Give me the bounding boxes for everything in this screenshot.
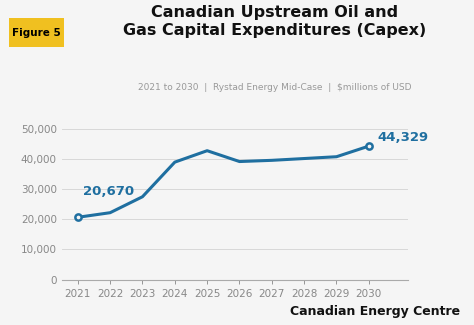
Text: Canadian Upstream Oil and
Gas Capital Expenditures (Capex): Canadian Upstream Oil and Gas Capital Ex… <box>123 5 427 38</box>
Text: 2021 to 2030  |  Rystad Energy Mid-Case  |  $millions of USD: 2021 to 2030 | Rystad Energy Mid-Case | … <box>138 83 412 92</box>
Text: Figure 5: Figure 5 <box>12 28 61 37</box>
Text: 44,329: 44,329 <box>377 131 428 144</box>
Text: 20,670: 20,670 <box>83 185 135 198</box>
Text: Canadian Energy Centre: Canadian Energy Centre <box>290 306 460 318</box>
